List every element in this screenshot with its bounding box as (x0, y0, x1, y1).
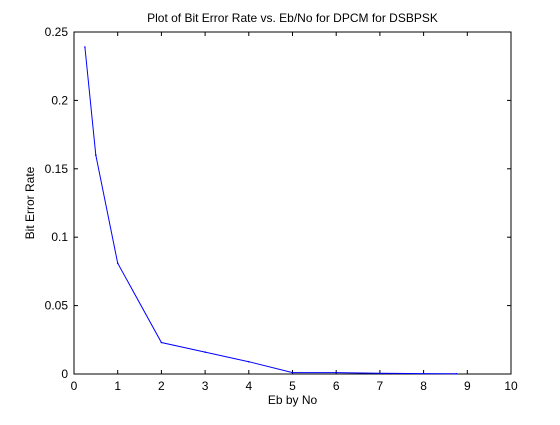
y-axis-label: Bit Error Rate (23, 166, 37, 239)
data-point (379, 372, 381, 375)
data-point (422, 372, 425, 375)
plot-area (73, 31, 512, 375)
y-tick-label: 0.1 (51, 230, 68, 244)
x-tick-label: 4 (245, 379, 252, 393)
x-tick-label: 8 (420, 379, 427, 393)
y-tick-label: 0.2 (51, 93, 68, 107)
x-axis-label: Eb by No (268, 393, 318, 407)
y-tick-label: 0.05 (45, 299, 69, 313)
y-tick-label: 0.25 (45, 25, 69, 39)
data-point (204, 351, 206, 353)
x-tick-label: 5 (289, 379, 296, 393)
x-tick-label: 1 (114, 379, 121, 393)
data-point (84, 46, 86, 48)
y-tick-label: 0 (61, 367, 68, 381)
data-point (291, 371, 294, 374)
series-layer (84, 46, 458, 375)
x-tick-label: 2 (158, 379, 165, 393)
x-tick-label: 3 (202, 379, 209, 393)
x-tick-label: 9 (464, 379, 471, 393)
chart-title: Plot of Bit Error Rate vs. Eb/No for DPC… (147, 11, 438, 25)
data-point (248, 360, 250, 363)
x-tick-label: 10 (504, 379, 518, 393)
x-tick-label: 7 (377, 379, 384, 393)
axis-ticks: 0 1 2 3 4 5 6 7 8 9 10 0 0.05 0.1 0.15 0.2 0.25 (45, 25, 518, 393)
data-point (455, 372, 458, 375)
y-tick-label: 0.15 (45, 162, 69, 176)
data-point (335, 371, 338, 374)
data-point (116, 262, 119, 265)
x-tick-label: 0 (71, 379, 78, 393)
x-tick-label: 6 (333, 379, 340, 393)
data-point (160, 341, 163, 344)
data-point (95, 154, 97, 156)
